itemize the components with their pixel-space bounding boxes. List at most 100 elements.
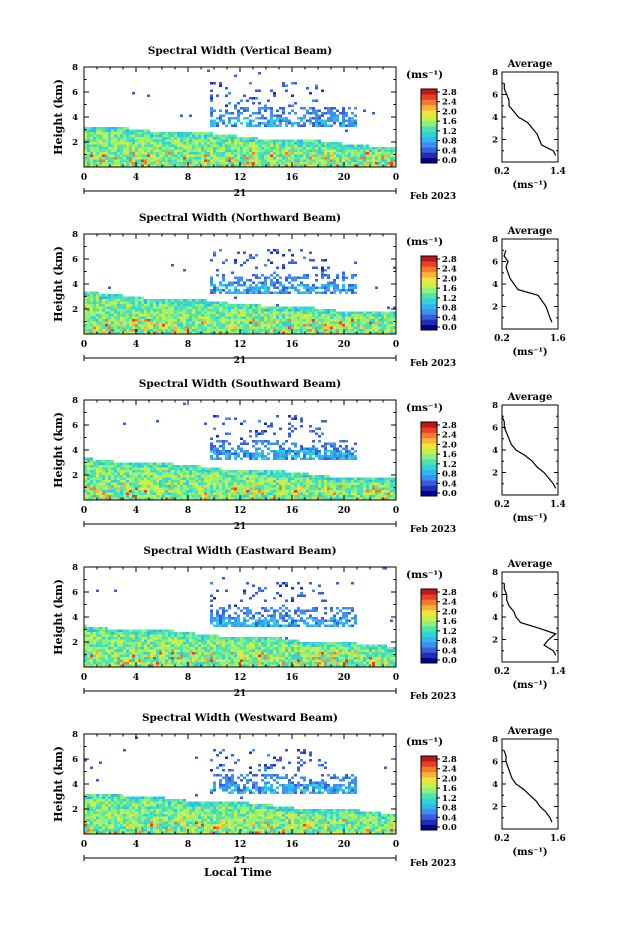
colorbar-tick-label: 1.2 [442,127,457,137]
y-tick-label: 2 [72,138,78,148]
colorbar-swatch [421,115,437,122]
colorbar-swatch [421,277,437,283]
day-label: 21 [234,189,247,199]
y-axis-label: Height (km) [52,579,65,655]
colorbar-tick-label: 0.0 [442,489,457,499]
colorbar-tick-label: 2.8 [442,255,457,265]
colorbar-swatch [421,314,437,320]
profile-line [503,250,553,323]
profile-unit-label: (ms⁻¹) [512,680,547,691]
profile-unit-label: (ms⁻¹) [512,847,547,858]
colorbar-swatch [421,615,437,622]
profile-y-tick-label: 6 [492,758,498,768]
colorbar-tick-label: 2.8 [442,588,457,598]
x-tick-label: 16 [286,673,299,683]
profile-x-tick-label: 1.6 [550,834,566,844]
colorbar-swatch [421,798,437,804]
y-axis-label: Height (km) [52,79,65,155]
colorbar-swatch [421,308,437,315]
profile-y-tick-label: 4 [492,446,498,456]
y-tick-label: 4 [72,446,78,456]
profile-y-tick-label: 4 [492,613,498,623]
profile-unit-label: (ms⁻¹) [512,347,547,358]
x-tick-label: 4 [133,173,139,183]
y-tick-label: 6 [72,588,78,598]
colorbar-swatch [421,131,437,137]
y-tick-label: 4 [72,113,78,123]
colorbar-tick-label: 1.6 [442,617,457,627]
heatmap-cells [84,402,396,500]
colorbar-swatch [421,443,437,449]
profile-line [501,416,557,489]
colorbar-unit-label: (ms⁻¹) [406,236,443,248]
x-tick-label: 4 [133,340,139,350]
x-tick-label: 8 [185,340,191,350]
colorbar-swatch [421,777,437,783]
colorbar-swatch [421,599,437,606]
colorbar-frame [420,421,438,497]
colorbar-swatch [421,793,437,799]
colorbar-swatch [421,631,437,637]
beam-panel-3: Spectral Width (Eastward Beam)0 4 8 12 16 20 0… [52,545,566,702]
colorbar-swatch [421,427,437,433]
x-tick-label: 0 [81,506,87,516]
y-tick-label: 2 [72,471,78,481]
profile-x-tick-label: 1.4 [550,500,566,510]
date-label: Feb 2023 [410,859,456,869]
colorbar-swatch [421,319,437,326]
profile-x-tick-label: 1.4 [550,667,566,677]
colorbar-swatch [421,787,437,794]
colorbar-swatch [421,469,437,476]
profile-title: Average [507,226,553,237]
profile-x-tick-label: 0.2 [494,834,510,844]
colorbar-tick-label: 1.2 [442,794,457,804]
day-label: 21 [234,522,247,532]
profile-frame [501,404,559,496]
panel-title: Spectral Width (Westward Beam) [142,712,338,724]
colorbar-swatch [421,803,437,810]
x-tick-label: 16 [286,840,299,850]
y-tick-label: 8 [72,63,78,73]
colorbar-unit-label: (ms⁻¹) [406,402,443,414]
colorbar-swatch [421,459,437,465]
colorbar-swatch [421,152,437,159]
profile-y-tick-label: 8 [492,235,498,245]
colorbar-tick-label: 1.6 [442,450,457,460]
colorbar-tick-label: 2.8 [442,421,457,431]
x-tick-label: 8 [185,506,191,516]
profile-y-tick-label: 6 [492,591,498,601]
colorbar-tick-label: 2.0 [442,607,457,617]
x-tick-label: 0 [393,506,399,516]
colorbar-swatch [421,110,437,116]
beam-panel-0: Spectral Width (Vertical Beam)0 4 8 12 16 20 0… [52,45,566,202]
colorbar-swatch [421,766,437,773]
panel-title: Spectral Width (Vertical Beam) [148,45,332,57]
day-label: 21 [234,689,247,699]
profile-x-tick-label: 0.2 [494,667,510,677]
colorbar-swatch [421,120,437,127]
colorbar-swatch [421,448,437,455]
colorbar-swatch [421,282,437,289]
colorbar-swatch [421,814,437,820]
x-tick-label: 0 [393,673,399,683]
colorbar-tick-label: 1.2 [442,294,457,304]
colorbar-tick-label: 2.8 [442,755,457,765]
profile-y-tick-label: 2 [492,803,498,813]
profile-y-tick-label: 4 [492,113,498,123]
colorbar-tick-label: 0.8 [442,304,457,314]
profile-x-tick-label: 0.2 [494,500,510,510]
day-label: 21 [234,856,247,866]
colorbar-swatch [421,610,437,616]
colorbar-tick-label: 1.2 [442,460,457,470]
heatmap-cells [84,69,396,167]
colorbar-frame [420,755,438,831]
profile-line [503,583,557,656]
x-tick-label: 12 [234,340,247,350]
y-tick-label: 2 [72,805,78,815]
x-tick-label: 8 [185,840,191,850]
colorbar-swatch [421,141,437,148]
colorbar-frame [420,88,438,164]
colorbar-swatch [421,641,437,648]
colorbar-tick-label: 1.6 [442,117,457,127]
